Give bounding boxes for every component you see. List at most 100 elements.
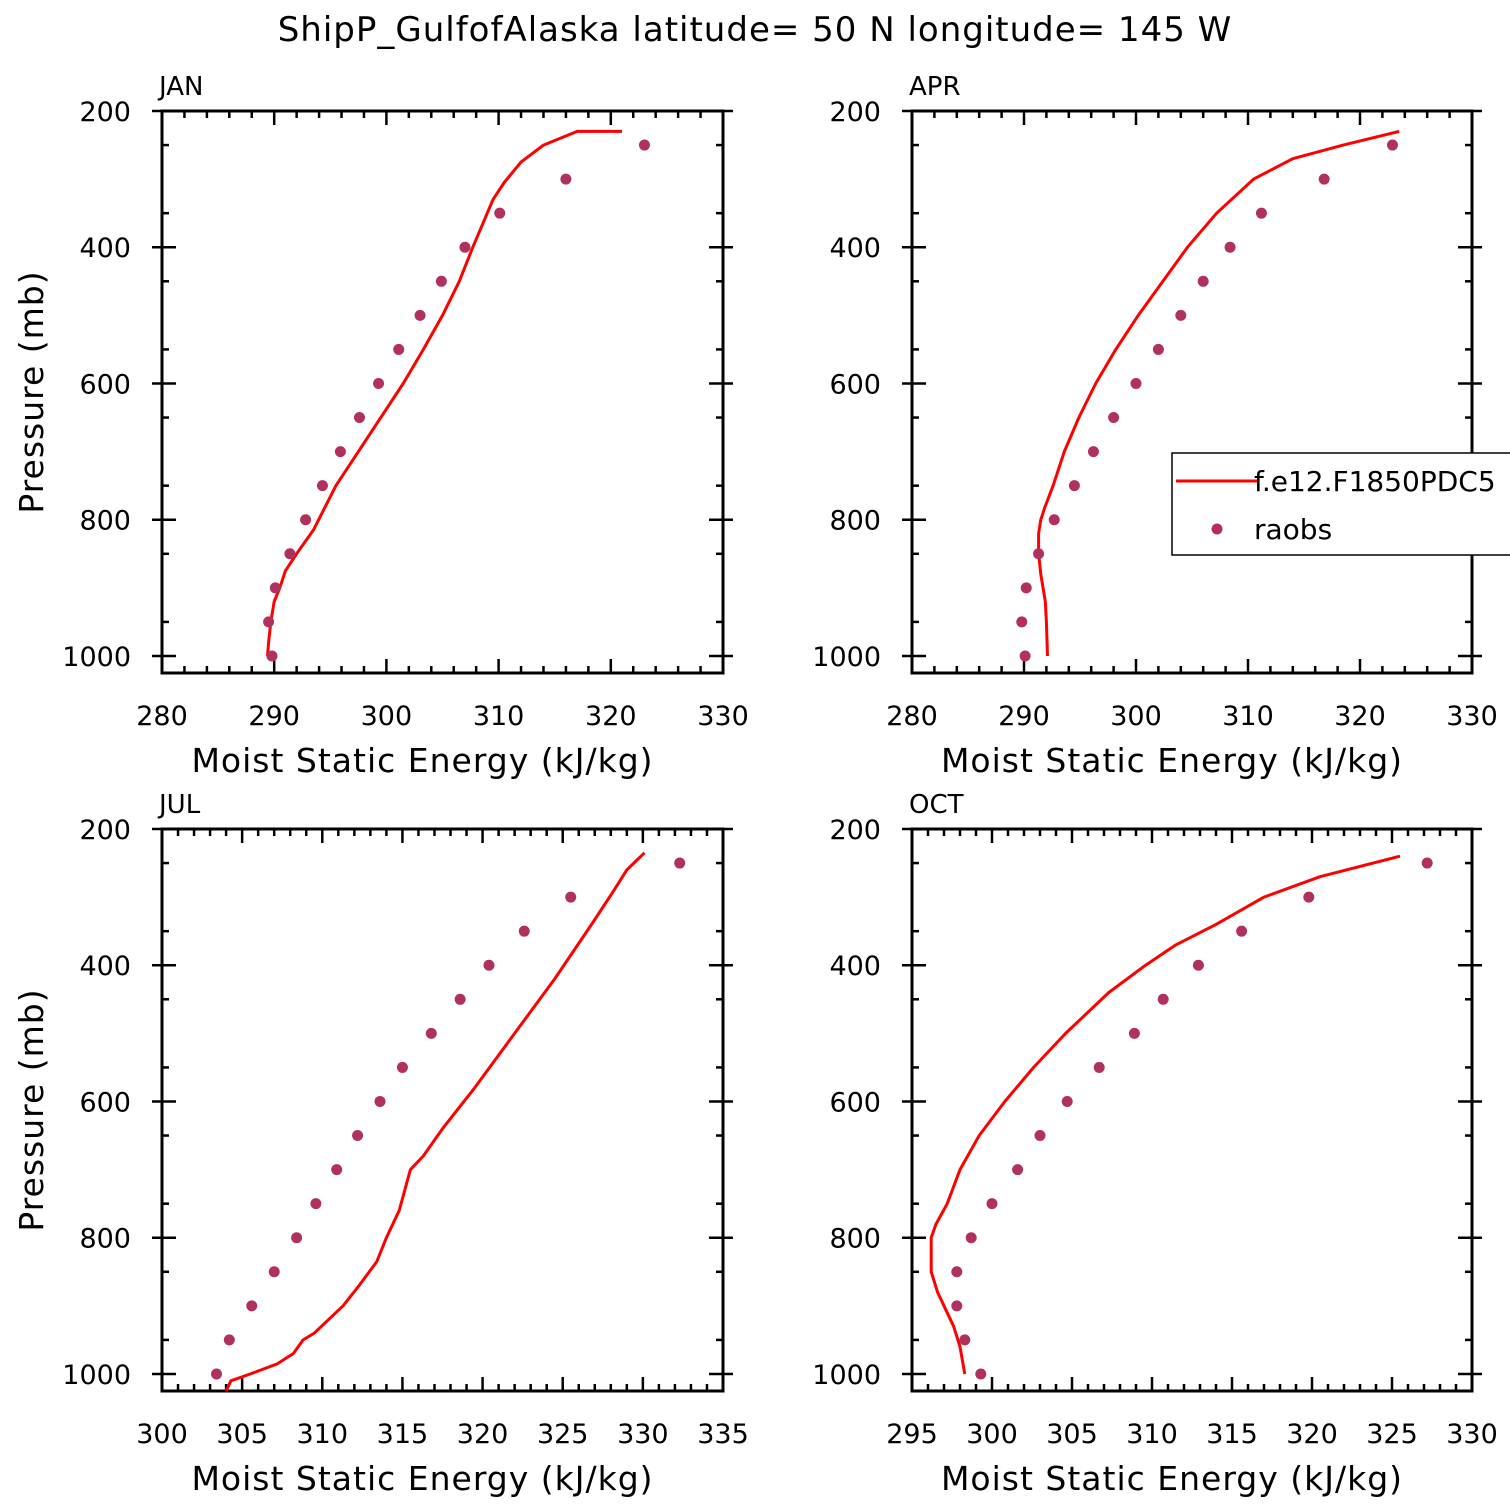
raobs-point [459,241,471,253]
y-axis-title: Pressure (mb) [12,988,51,1231]
plot-frame [910,827,1474,1393]
y-tick-label: 200 [79,97,131,128]
raobs-point [300,514,312,526]
raobs-point [986,1198,998,1210]
raobs-point [268,1266,280,1278]
x-tick-label: 290 [998,701,1050,732]
raobs-point [1236,925,1248,937]
y-axis-title: Pressure (mb) [12,270,51,513]
raobs-point [1255,207,1267,219]
y-tick-label: 1000 [62,642,131,673]
panel-oct: 295 300 305 310 315 320 325 330 200 400 600 800 1000… [812,790,1497,1498]
raobs-point [1224,241,1236,253]
raobs-point [483,959,495,971]
x-axis-title: Moist Static Energy (kJ/kg) [191,741,653,780]
x-tick-label: 295 [886,1419,938,1450]
raobs-point [965,1232,977,1244]
legend-model-label: f.e12.F1850PDC5 [1254,465,1496,498]
raobs-point [951,1300,963,1312]
y-tick-label: 800 [829,506,881,537]
raobs-point [352,1130,364,1142]
x-tick-label: 330 [697,701,749,732]
raobs-point [454,993,466,1005]
raobs-point [1175,309,1187,321]
raobs-point [560,173,572,185]
raobs-point [1020,582,1032,594]
x-axis-title: Moist Static Energy (kJ/kg) [191,1459,653,1498]
raobs-point [373,377,385,389]
raobs-point [638,139,650,151]
raobs-point [1386,139,1398,151]
legend: f.e12.F1850PDC5 raobs [1171,452,1510,556]
x-tick-label: 320 [457,1419,509,1450]
y-tick-label: 400 [79,233,131,264]
raobs-point [374,1095,386,1107]
raobs-point [1048,514,1060,526]
x-tick-label: 330 [1446,701,1498,732]
x-tick-label: 320 [1334,701,1386,732]
raobs-point [518,925,530,937]
y-tick-label: 800 [79,506,131,537]
raobs-point [263,616,275,628]
raobs-point [1303,891,1315,903]
x-tick-label: 290 [248,701,300,732]
x-tick-label: 300 [966,1419,1018,1450]
raobs-point [291,1232,303,1244]
x-tick-label: 310 [1126,1419,1178,1450]
raobs-point [1197,275,1209,287]
x-tick-label: 325 [1366,1419,1418,1450]
raobs-point [1012,1164,1024,1176]
raobs-point [269,582,281,594]
raobs-point [674,857,686,869]
x-tick-label: 335 [697,1419,749,1450]
raobs-point [266,650,278,662]
legend-box [1171,452,1510,556]
raobs-point [565,891,577,903]
raobs-point [1033,548,1045,560]
plot-frame [160,109,725,675]
raobs-point [1421,857,1433,869]
raobs-point [1128,1027,1140,1039]
panel-label: APR [909,72,961,102]
model-series-line [266,129,622,657]
model-series-line [1037,129,1400,657]
raobs-point [223,1334,235,1346]
plot-frame [160,827,725,1393]
raobs-point [1061,1095,1073,1107]
raobs-point [1192,959,1204,971]
raobs-point [310,1198,322,1210]
x-tick-label: 330 [617,1419,669,1450]
y-tick-label: 600 [829,1087,881,1118]
y-tick-label: 1000 [812,642,881,673]
raobs-point [1068,480,1080,492]
y-tick-label: 200 [829,97,881,128]
x-tick-label: 305 [216,1419,268,1450]
raobs-point [393,343,405,355]
x-tick-label: 300 [361,701,413,732]
raobs-point [1108,412,1120,424]
panel-label: JAN [157,72,203,102]
model-series-line [929,854,1401,1375]
raobs-point [1152,343,1164,355]
raobs-point [425,1027,437,1039]
x-tick-label: 320 [1286,1419,1338,1450]
y-tick-label: 200 [79,815,131,846]
legend-obs-marker [1211,523,1223,535]
raobs-point [494,207,506,219]
x-tick-label: 310 [473,701,525,732]
x-tick-label: 320 [585,701,637,732]
raobs-point [1318,173,1330,185]
raobs-point [1019,650,1031,662]
raobs-point [316,480,328,492]
raobs-point [959,1334,971,1346]
x-axis-title: Moist Static Energy (kJ/kg) [941,1459,1403,1498]
raobs-point [334,446,346,458]
x-axis-title: Moist Static Energy (kJ/kg) [941,741,1403,780]
raobs-point [1034,1130,1046,1142]
raobs-point [210,1368,222,1380]
y-tick-label: 400 [829,233,881,264]
y-tick-label: 1000 [812,1360,881,1391]
x-tick-label: 330 [1446,1419,1498,1450]
raobs-point [284,548,296,560]
